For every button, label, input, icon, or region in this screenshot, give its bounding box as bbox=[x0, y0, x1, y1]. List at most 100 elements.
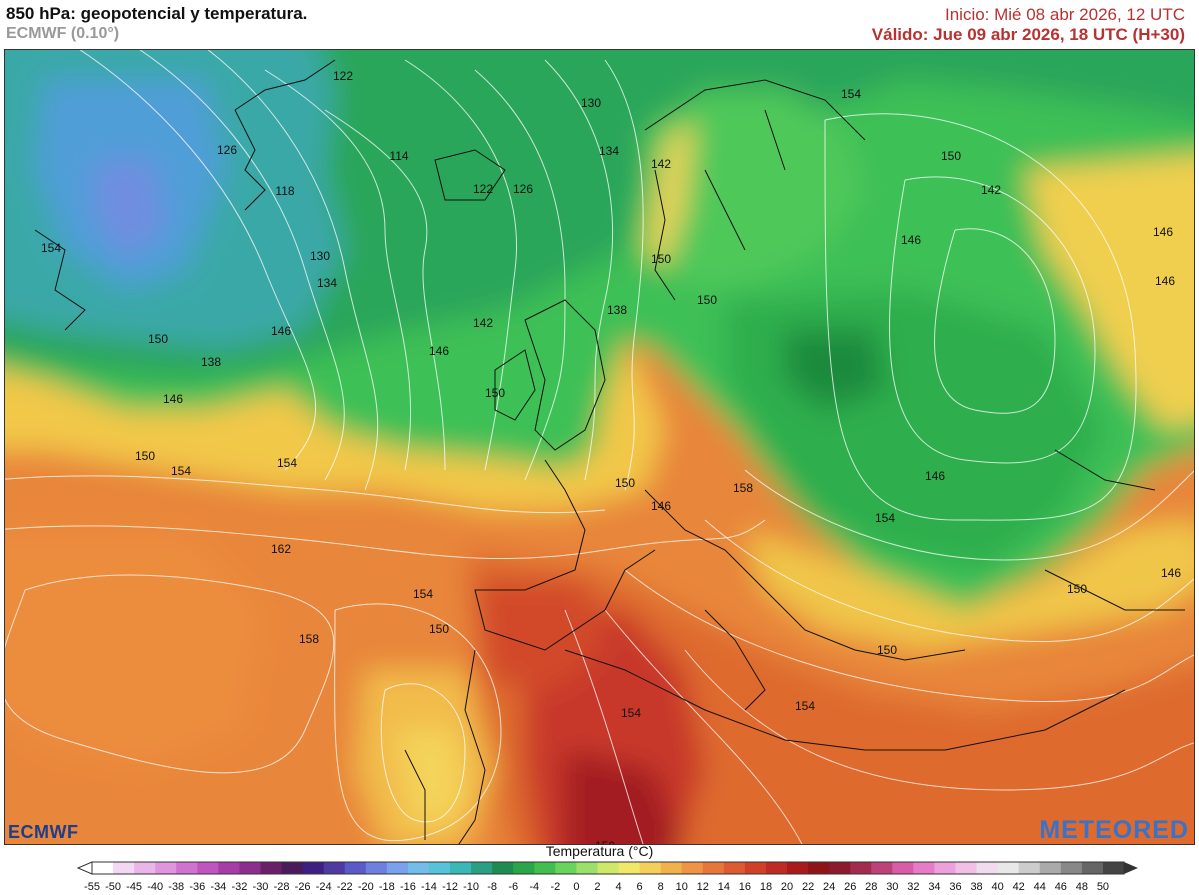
colorbar-swatch bbox=[534, 862, 556, 874]
contour-label: 150 bbox=[877, 643, 897, 657]
contour-label: 138 bbox=[201, 355, 221, 369]
colorbar-title: Temperatura (°C) bbox=[545, 843, 654, 859]
colorbar-tick-label: -16 bbox=[400, 881, 416, 893]
colorbar-tick-label: 2 bbox=[594, 881, 600, 893]
colorbar-tick-label: 38 bbox=[970, 881, 982, 893]
contour-label: 158 bbox=[299, 632, 319, 646]
contour-label: 146 bbox=[429, 344, 449, 358]
colorbar-swatch bbox=[1039, 862, 1062, 874]
colorbar-tick-label: -34 bbox=[210, 881, 226, 893]
colorbar-swatch bbox=[997, 862, 1020, 874]
colorbar-border bbox=[91, 861, 1125, 875]
contour-label: 134 bbox=[599, 144, 619, 158]
contour-labels: 122 130 126 114 134 142 154 118 122 126 150 142 154 1… bbox=[41, 69, 1181, 845]
colorbar-tick-label: -26 bbox=[295, 881, 311, 893]
colorbar-swatch bbox=[450, 862, 472, 874]
contour-label: 146 bbox=[163, 392, 183, 406]
contour-label: 122 bbox=[333, 69, 353, 83]
contour-label: 146 bbox=[901, 233, 921, 247]
contour-label: 150 bbox=[615, 476, 635, 490]
colorbar-swatch bbox=[892, 862, 914, 874]
colorbar-swatch bbox=[913, 862, 935, 874]
contour-label: 150 bbox=[429, 622, 449, 636]
contour-label: 146 bbox=[925, 469, 945, 483]
colorbar-tick-label: -4 bbox=[529, 881, 539, 893]
colorbar-swatch bbox=[176, 862, 198, 874]
contour-label: 118 bbox=[275, 184, 294, 198]
contour-label: 154 bbox=[413, 587, 433, 601]
colorbar-swatch bbox=[639, 862, 662, 874]
colorbar-tick-label: 36 bbox=[949, 881, 961, 893]
colorbar-tick-label: -18 bbox=[379, 881, 395, 893]
colorbar-swatch bbox=[850, 862, 872, 874]
colorbar-tick-label: -30 bbox=[253, 881, 269, 893]
colorbar-swatch bbox=[1081, 862, 1104, 874]
colorbar-swatch bbox=[365, 862, 388, 874]
map-canvas: 122 130 126 114 134 142 154 118 122 126 150 142 154 1… bbox=[5, 50, 1194, 845]
contour-label: 150 bbox=[1067, 582, 1087, 596]
contour-label: 126 bbox=[513, 182, 533, 196]
colorbar-swatch bbox=[239, 862, 261, 874]
colorbar-swatch bbox=[808, 862, 830, 874]
colorbar-tick-label: -55 bbox=[84, 881, 100, 893]
colorbar-tick-label: 18 bbox=[760, 881, 772, 893]
colorbar-swatch bbox=[723, 862, 746, 874]
colorbar-tick-label: -40 bbox=[147, 881, 163, 893]
colorbar-swatch bbox=[787, 862, 809, 874]
colorbar-swatch bbox=[829, 862, 851, 874]
colorbar-tick-label: -10 bbox=[463, 881, 479, 893]
colorbar-arrow-left bbox=[76, 861, 93, 875]
colorbar-swatch bbox=[113, 862, 135, 874]
colorbar-swatch bbox=[765, 862, 788, 874]
colorbar-swatch bbox=[281, 862, 304, 874]
colorbar-swatch bbox=[513, 862, 535, 874]
colorbar-tick-label: 24 bbox=[823, 881, 835, 893]
colorbar-swatch bbox=[155, 862, 177, 874]
weather-map[interactable]: 122 130 126 114 134 142 154 118 122 126 150 142 154 1… bbox=[4, 49, 1195, 845]
colorbar-swatch bbox=[428, 862, 451, 874]
contour-label: 150 bbox=[595, 839, 615, 845]
model-label: ECMWF (0.10°) bbox=[6, 25, 120, 42]
colorbar-swatch bbox=[344, 862, 367, 874]
contour-label: 126 bbox=[217, 143, 237, 157]
colorbar-tick-label: -20 bbox=[358, 881, 374, 893]
init-time: Inicio: Mié 08 abr 2026, 12 UTC bbox=[944, 5, 1185, 24]
contour-label: 130 bbox=[581, 96, 601, 110]
colorbar-tick-label: -24 bbox=[316, 881, 332, 893]
geopotential-contours bbox=[5, 50, 1194, 844]
colorbar-swatch bbox=[92, 862, 114, 874]
ecmwf-logo: ECMWF bbox=[8, 822, 79, 842]
contour-label: 114 bbox=[389, 149, 408, 163]
colorbar-swatch bbox=[218, 862, 240, 874]
colorbar-swatch bbox=[323, 862, 346, 874]
colorbar-swatch bbox=[197, 862, 219, 874]
colorbar-tick-label: 50 bbox=[1097, 881, 1109, 893]
colorbar-tick-label: 34 bbox=[928, 881, 940, 893]
colorbar-tick-label: 44 bbox=[1034, 881, 1046, 893]
contour-label: 134 bbox=[317, 276, 337, 290]
colorbar-tick-label: -22 bbox=[337, 881, 353, 893]
colorbar: -55 -50 -45 -40 -38 -36 -34 -32 -30 -28 -26 -24 -22-… bbox=[76, 861, 1138, 893]
contour-label: 150 bbox=[651, 252, 671, 266]
colorbar-tick-label: -32 bbox=[231, 881, 247, 893]
contour-label: 154 bbox=[795, 699, 815, 713]
colorbar-tick-label: -2 bbox=[550, 881, 560, 893]
colorbar-arrow-right bbox=[1124, 862, 1138, 874]
colorbar-swatch bbox=[597, 862, 620, 874]
contour-label: 142 bbox=[651, 157, 671, 171]
contour-label: 150 bbox=[941, 149, 961, 163]
colorbar-tick-label: 26 bbox=[844, 881, 856, 893]
colorbar-swatch bbox=[871, 862, 893, 874]
colorbar-tick-label: 12 bbox=[697, 881, 709, 893]
colorbar-swatch bbox=[555, 862, 577, 874]
valid-time: Válido: Jue 09 abr 2026, 18 UTC (H+30) bbox=[871, 25, 1185, 44]
colorbar-tick-label: -38 bbox=[168, 881, 184, 893]
colorbar-swatch bbox=[934, 862, 957, 874]
contour-label: 154 bbox=[171, 464, 191, 478]
colorbar-tick-label: 48 bbox=[1076, 881, 1088, 893]
temperature-field bbox=[5, 50, 1194, 844]
colorbar-tick-label: 22 bbox=[802, 881, 814, 893]
colorbar-swatch bbox=[744, 862, 767, 874]
colorbar-tick-label: -36 bbox=[189, 881, 205, 893]
colorbar-tick-label: 28 bbox=[865, 881, 877, 893]
